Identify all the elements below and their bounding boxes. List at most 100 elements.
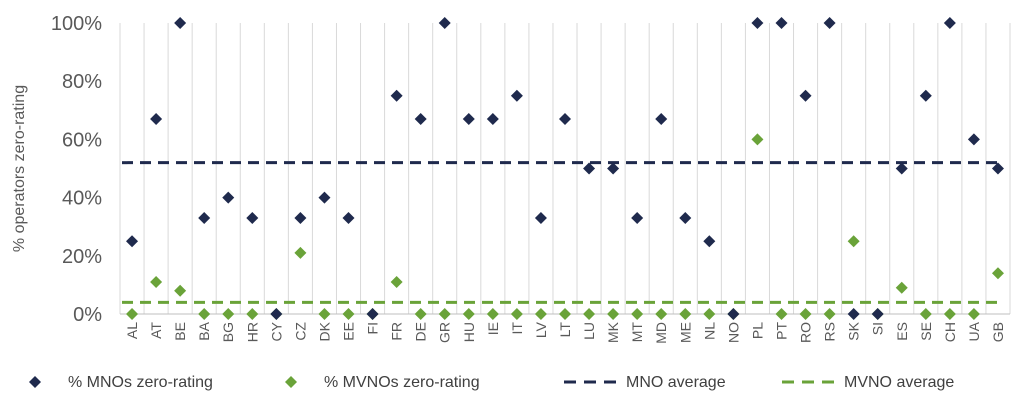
mvno-point [655, 308, 668, 320]
mvno-point [174, 284, 187, 297]
mvno-point [775, 308, 788, 320]
legend: % MNOs zero-rating % MVNOs zero-rating MNO… [29, 374, 954, 391]
x-tick-label: HU [461, 322, 477, 342]
legend-label: % MNOs zero-rating [68, 374, 213, 391]
mvno-point [126, 308, 139, 320]
mno-point [559, 113, 571, 126]
x-tick-label: NO [725, 322, 741, 343]
mno-point [967, 133, 980, 146]
average-lines [122, 161, 1000, 304]
x-tick-label: EE [341, 322, 357, 341]
mvno-point [631, 308, 644, 320]
mvno-point [390, 275, 403, 288]
mno-point [943, 17, 956, 29]
x-tick-label: ES [894, 322, 910, 341]
x-tick-label: AL [124, 322, 140, 339]
mvno-point [246, 308, 259, 320]
legend-marker [285, 376, 297, 388]
axis-layer: 0% 20% 40% 60% 80% 100% % operators zero-ratin… [11, 13, 1010, 344]
mno-point [991, 162, 1004, 175]
x-tick-label: MD [653, 322, 669, 344]
mno-point [246, 211, 259, 224]
mvno-point [967, 308, 980, 320]
mvno-point [414, 308, 427, 320]
mno-point [438, 17, 451, 29]
legend-item: MNO average [564, 374, 726, 391]
x-tick-label: SI [870, 322, 886, 335]
x-tick-label: LT [557, 322, 573, 338]
legend-label: MVNO average [844, 374, 954, 391]
mno-point [342, 211, 355, 224]
x-tick-label: IT [509, 322, 525, 335]
mvno-point [847, 235, 860, 248]
mvno-point [534, 308, 547, 320]
y-axis-label: % operators zero-rating [11, 85, 28, 252]
x-tick-label: LV [533, 321, 549, 338]
mno-point [150, 113, 163, 126]
x-tick-label: GB [990, 322, 1006, 342]
mvno-point [342, 308, 355, 320]
mno-point [847, 308, 860, 320]
legend-marker [29, 376, 41, 388]
mvno-point [991, 267, 1004, 280]
x-tick-label: ME [677, 322, 693, 343]
mvno-point [294, 246, 307, 259]
mno-point [895, 162, 908, 175]
y-tick-label: 20% [62, 246, 102, 268]
x-tick-label: SE [918, 322, 934, 341]
x-tick-label: GR [437, 322, 453, 343]
mno-point [510, 89, 523, 102]
mno-point [318, 191, 331, 204]
mvno-point [486, 308, 499, 320]
mno-point [607, 162, 620, 175]
x-tick-label: SK [846, 321, 862, 340]
mvno-point [462, 308, 475, 320]
x-tick-label: BG [220, 322, 236, 342]
x-tick-label: PT [773, 322, 789, 340]
legend-item: % MNOs zero-rating [29, 374, 213, 391]
mno-point [919, 89, 932, 102]
mno-point [126, 235, 139, 248]
mno-point [462, 113, 475, 126]
mvno-point [799, 308, 812, 320]
x-tick-label: IE [485, 322, 501, 335]
x-tick-label: RS [822, 322, 838, 341]
mvno-point [198, 308, 211, 320]
mno-point [390, 89, 403, 102]
x-tick-label: LU [581, 322, 597, 340]
mvno-point [919, 308, 932, 320]
y-tick-label: 0% [73, 304, 102, 326]
x-tick-label: MT [629, 322, 645, 343]
mno-point [823, 17, 836, 29]
mno-point [583, 162, 596, 175]
mvno-point [510, 308, 523, 320]
legend-label: MNO average [626, 374, 726, 391]
mvno-point [751, 133, 764, 146]
mno-point [799, 89, 812, 102]
mvno-point [607, 308, 620, 320]
x-tick-label: FR [389, 322, 405, 341]
x-tick-label: CH [942, 322, 958, 342]
mvno-point [438, 308, 451, 320]
y-tick-label: 80% [62, 71, 102, 93]
x-tick-label: PL [749, 322, 765, 339]
mvno-point [823, 308, 836, 320]
mno-point [655, 113, 668, 126]
y-tick-label: 40% [62, 188, 102, 210]
mvno-point [679, 308, 692, 320]
x-tick-label: BE [172, 322, 188, 341]
data-points [126, 17, 1004, 320]
mvno-point [318, 308, 331, 320]
mno-point [727, 308, 740, 320]
mvno-point [559, 308, 571, 320]
y-tick-label: 100% [51, 13, 102, 35]
mno-point [871, 308, 884, 320]
mno-point [222, 191, 235, 204]
grid-layer [119, 23, 1011, 314]
mvno-point [583, 308, 596, 320]
mno-point [534, 211, 547, 224]
x-tick-label: NL [701, 322, 717, 340]
mvno-point [150, 275, 163, 288]
